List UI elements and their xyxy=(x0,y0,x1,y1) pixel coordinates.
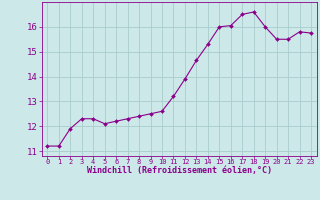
X-axis label: Windchill (Refroidissement éolien,°C): Windchill (Refroidissement éolien,°C) xyxy=(87,166,272,175)
